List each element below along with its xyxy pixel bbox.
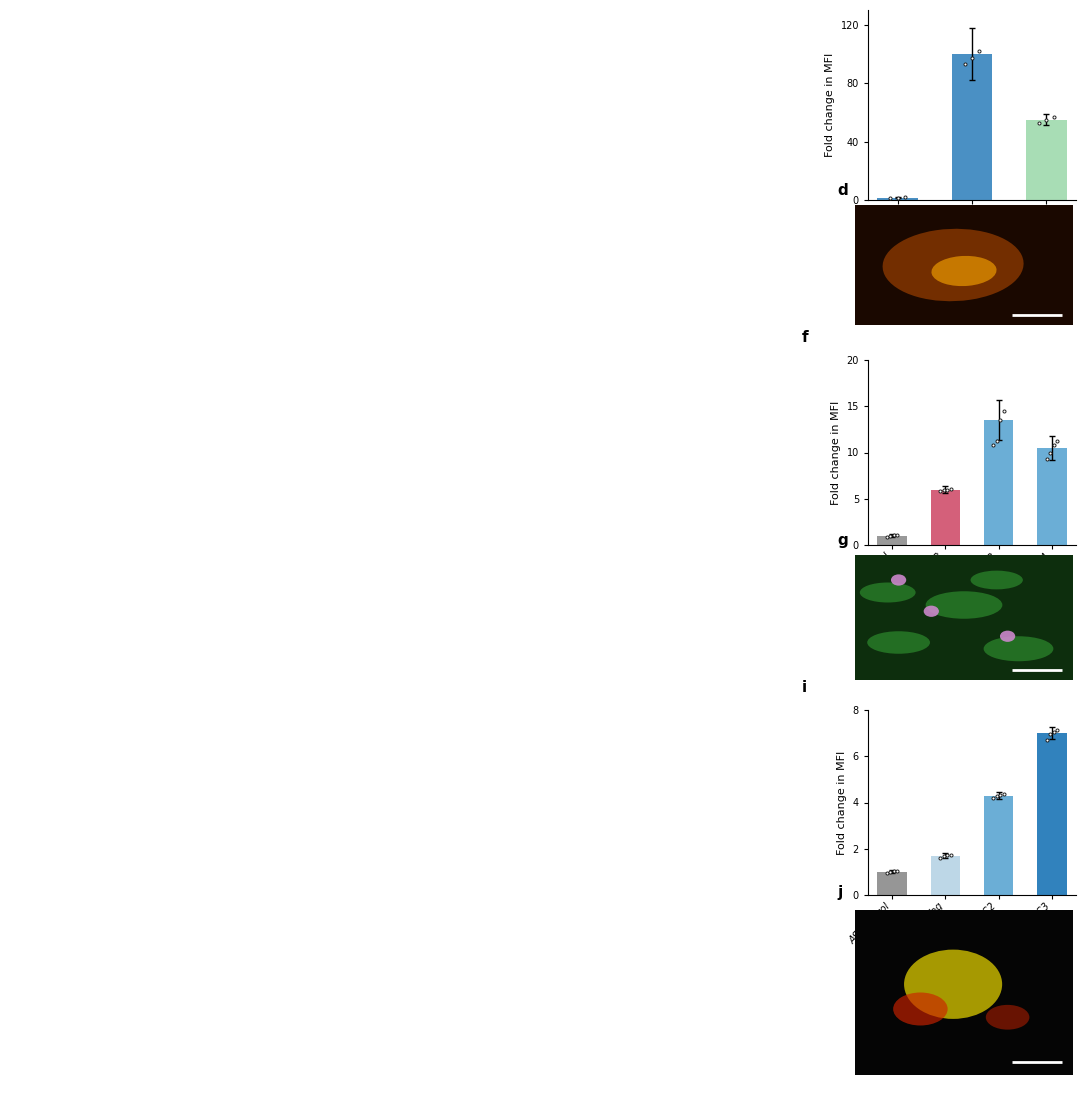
Ellipse shape xyxy=(867,632,930,654)
Ellipse shape xyxy=(931,256,997,286)
Ellipse shape xyxy=(984,636,1053,661)
Bar xyxy=(877,198,918,201)
Bar xyxy=(877,872,907,895)
Bar xyxy=(931,855,960,895)
Ellipse shape xyxy=(904,950,1002,1019)
Text: g: g xyxy=(838,533,848,547)
Bar xyxy=(1026,120,1067,201)
Text: i: i xyxy=(801,680,807,695)
Bar xyxy=(1037,448,1067,545)
Ellipse shape xyxy=(923,606,939,617)
Bar xyxy=(984,796,1013,895)
Ellipse shape xyxy=(891,574,906,586)
Ellipse shape xyxy=(1000,630,1015,642)
Bar xyxy=(931,490,960,545)
Bar xyxy=(1037,733,1067,895)
Text: j: j xyxy=(838,885,842,900)
Ellipse shape xyxy=(882,228,1024,301)
Ellipse shape xyxy=(893,993,947,1026)
Bar xyxy=(984,420,1013,545)
Y-axis label: Fold change in MFI: Fold change in MFI xyxy=(831,400,841,504)
Text: d: d xyxy=(838,183,848,198)
Y-axis label: Fold change in MFI: Fold change in MFI xyxy=(837,750,847,854)
Ellipse shape xyxy=(971,571,1023,589)
Ellipse shape xyxy=(860,583,916,603)
Bar xyxy=(877,536,907,545)
Y-axis label: Fold change in MFI: Fold change in MFI xyxy=(825,53,835,157)
Bar xyxy=(951,54,993,201)
Ellipse shape xyxy=(926,592,1002,618)
Ellipse shape xyxy=(986,1005,1029,1029)
Text: f: f xyxy=(801,330,808,346)
